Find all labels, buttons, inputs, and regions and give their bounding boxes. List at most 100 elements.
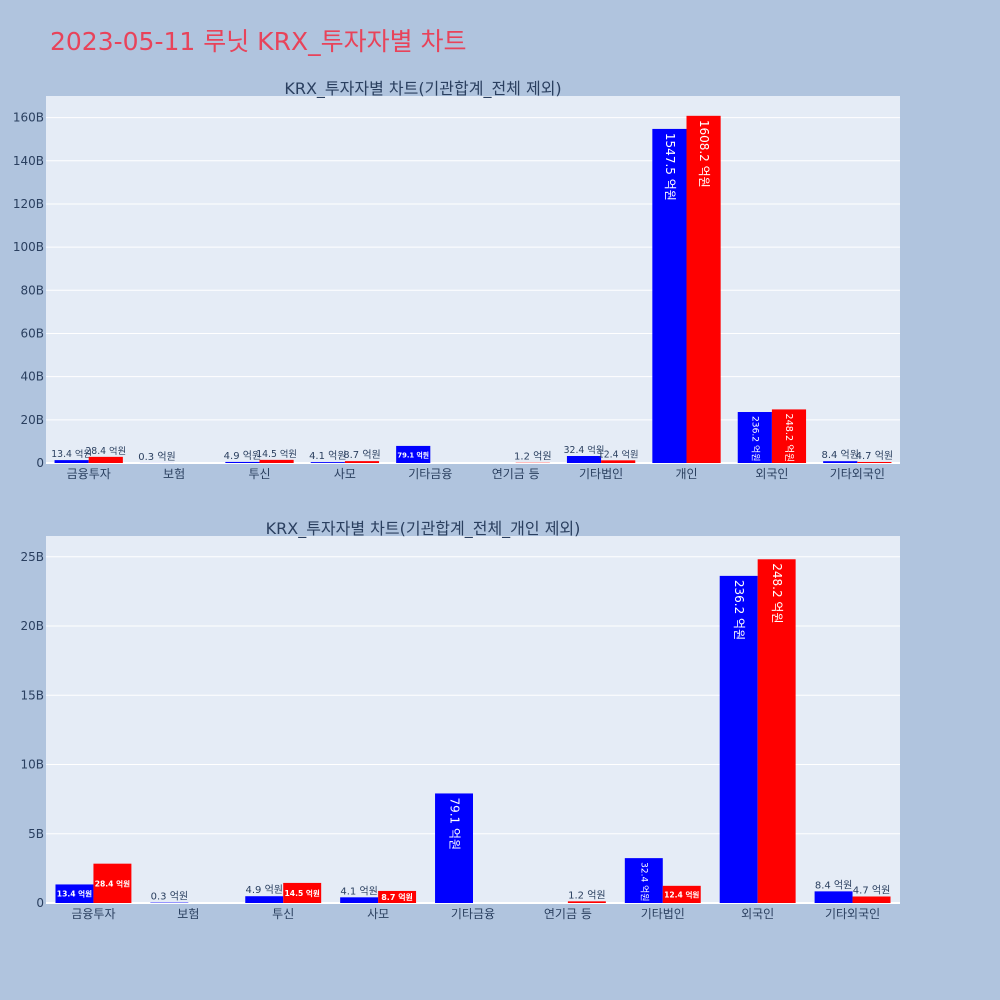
bar-label: 248.2 억원 — [770, 563, 784, 623]
y-tick-label: 60B — [20, 326, 44, 340]
chart-title: KRX_투자자별 차트(기관합계_전체 제외) — [284, 79, 561, 99]
bar — [852, 896, 891, 903]
bar — [757, 559, 796, 903]
bar — [245, 896, 284, 903]
bar-label: 79.1 억원 — [397, 450, 429, 459]
bar-label: 8.7 억원 — [343, 449, 380, 461]
bar — [225, 461, 260, 463]
bar-label: 14.5 억원 — [256, 448, 297, 460]
y-tick-label: 20B — [20, 413, 44, 427]
y-tick-label: 100B — [13, 240, 44, 254]
bar — [566, 456, 602, 463]
page-title: 2023-05-11 루닛 KRX_투자자별 차트 — [50, 27, 467, 56]
y-tick-label: 20B — [20, 619, 44, 633]
bar-label: 4.7 억원 — [856, 450, 893, 462]
x-tick-label: 개인 — [675, 467, 697, 481]
x-tick-label: 보험 — [163, 467, 185, 481]
y-tick-label: 40B — [20, 370, 44, 384]
bar-label: 28.4 억원 — [95, 878, 130, 888]
bar — [378, 890, 417, 903]
x-tick-label: 사모 — [367, 907, 389, 921]
bar-label: 1.2 억원 — [514, 451, 551, 463]
bar-label: 236.2 억원 — [749, 416, 761, 462]
x-tick-label: 기타금융 — [451, 907, 495, 921]
x-tick-label: 외국인 — [755, 467, 788, 481]
y-tick-label: 0 — [36, 456, 44, 470]
bar-label: 12.4 억원 — [664, 889, 699, 899]
bar — [259, 459, 294, 463]
bar — [814, 891, 853, 903]
y-tick-label: 0 — [36, 896, 44, 910]
bar-label: 8.4 억원 — [821, 449, 858, 461]
bar — [54, 460, 89, 463]
bar-label: 4.7 억원 — [853, 884, 890, 896]
bar — [88, 456, 123, 463]
bar-label: 28.4 억원 — [85, 445, 126, 457]
bar — [857, 461, 892, 463]
bar — [771, 409, 807, 463]
bar-label: 12.4 억원 — [598, 448, 639, 460]
bar-label: 32.4 억원 — [638, 862, 650, 901]
bar-label: 8.7 억원 — [381, 892, 413, 902]
y-tick-label: 25B — [20, 550, 44, 564]
y-tick-label: 5B — [28, 827, 44, 841]
x-tick-label: 사모 — [334, 467, 356, 481]
bar-label: 1608.2 억원 — [697, 120, 711, 188]
x-tick-label: 금융투자 — [67, 467, 111, 481]
bar — [719, 575, 758, 903]
chart-title: KRX_투자자별 차트(기관합계_전체_개인 제외) — [266, 519, 581, 539]
bar-label: 14.5 억원 — [285, 888, 320, 898]
plot-area — [46, 96, 900, 463]
x-tick-label: 기타법인 — [579, 467, 623, 481]
bar — [823, 461, 858, 463]
bar-label: 248.2 억원 — [783, 413, 795, 462]
bar — [283, 882, 322, 903]
bar-label: 13.4 억원 — [57, 889, 92, 899]
bar-label: 0.3 억원 — [151, 891, 188, 903]
chart-bottom: 0 5B 10B 15B 20B 25B KRX_투자자별 차트(기관합계_전체_개인 제외… — [20, 519, 900, 921]
bar-label: 79.1 억원 — [448, 797, 462, 850]
bar-label: 32.4 억원 — [564, 444, 605, 456]
bar — [737, 412, 772, 463]
bar — [310, 462, 345, 463]
x-tick-label: 기타금융 — [408, 467, 452, 481]
y-tick-label: 140B — [13, 154, 44, 168]
bar — [55, 884, 94, 903]
bar-label: 236.2 억원 — [732, 580, 746, 640]
bar-label: 4.9 억원 — [246, 884, 283, 896]
bar-label: 4.1 억원 — [340, 885, 377, 897]
bar-label: 1547.5 억원 — [663, 133, 677, 201]
bar — [344, 461, 380, 463]
bar — [624, 858, 663, 903]
bar — [686, 115, 721, 464]
bar-label: 1.2 억원 — [568, 889, 605, 901]
x-tick-label: 기타외국인 — [825, 907, 880, 921]
bar — [601, 460, 636, 463]
bar — [662, 885, 701, 903]
bar — [93, 863, 132, 903]
bar — [652, 128, 687, 463]
y-tick-label: 160B — [13, 111, 44, 125]
y-tick-label: 10B — [20, 758, 44, 772]
y-tick-label: 120B — [13, 197, 44, 211]
bar — [435, 793, 473, 903]
x-tick-label: 금융투자 — [71, 907, 115, 921]
bar-label: 8.4 억원 — [815, 879, 852, 891]
x-tick-label: 기타외국인 — [830, 467, 885, 481]
y-tick-label: 15B — [20, 688, 44, 702]
bar-label: 0.3 억원 — [138, 451, 175, 463]
x-tick-label: 연기금 등 — [492, 467, 540, 481]
bar-label: 4.9 억원 — [224, 450, 261, 462]
x-tick-label: 기타법인 — [641, 907, 685, 921]
y-tick-label: 80B — [20, 283, 44, 297]
x-tick-label: 보험 — [177, 907, 199, 921]
x-tick-label: 투신 — [272, 907, 294, 921]
bar — [340, 897, 379, 903]
bar-label: 4.1 억원 — [309, 450, 346, 462]
x-tick-label: 연기금 등 — [544, 907, 592, 921]
chart-top: 0 20B 40B 60B 80B 100B 120B 140B 160B KRX_투자자별 차트… — [13, 79, 900, 481]
bar — [396, 445, 431, 463]
bar — [567, 901, 606, 903]
x-tick-label: 외국인 — [741, 907, 774, 921]
x-tick-label: 투신 — [248, 467, 270, 481]
